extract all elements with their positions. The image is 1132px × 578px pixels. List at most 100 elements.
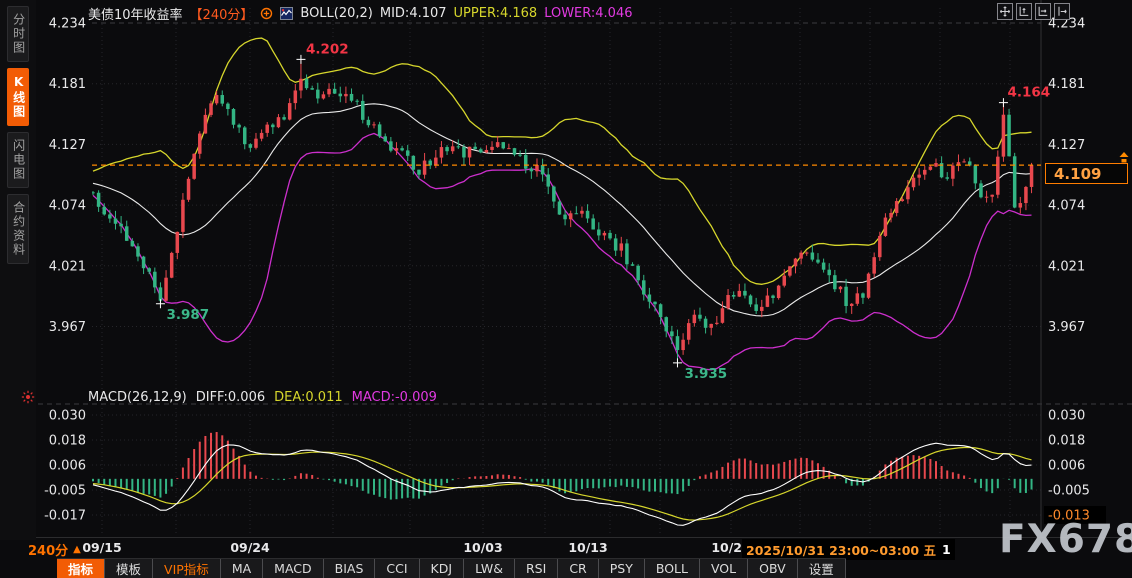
- price-tick-label: 4.181: [1048, 77, 1085, 92]
- current-price-box: 4.109: [1045, 163, 1128, 184]
- price-tick-label: 4.021: [1048, 259, 1085, 274]
- toolbar-item-9[interactable]: RSI: [515, 559, 559, 578]
- macd-current-value-box: [1044, 506, 1106, 524]
- macd-tick-label: 0.006: [1048, 459, 1085, 474]
- extreme-cross-marker: [155, 299, 165, 309]
- tooltip-datetime: 2025/10/31 23:00~03:00 五: [746, 543, 936, 558]
- chart-type-sidebar: 分时图 K线图闪电图合约资料: [0, 0, 36, 540]
- date-tick-label: 10/23: [711, 540, 751, 555]
- macd-diff-value: DIFF:0.006: [195, 390, 266, 405]
- bottom-toolbar: 指标 模板 VIP指标 MA MACD BIAS CCI KDJ LW& RSI CR PSY BOLL…: [0, 558, 1132, 578]
- date-tick-label: 09/24: [230, 540, 270, 555]
- sidebar-item-3[interactable]: 合约资料: [7, 194, 29, 264]
- macd-pane: [92, 432, 1033, 526]
- toolbar-item-14[interactable]: OBV: [748, 559, 798, 578]
- toolbar-item-3[interactable]: MA: [221, 559, 264, 578]
- toolbar-item-4[interactable]: MACD: [263, 559, 324, 578]
- boll-mid-value: MID:4.107: [379, 5, 447, 21]
- price-pane: [92, 37, 1034, 371]
- price-annotations: 3.987 4.202 3.935 4.164: [155, 41, 1050, 382]
- period-selector[interactable]: 240分 ▲: [28, 540, 81, 559]
- macd-tick-label: -0.005: [44, 484, 86, 499]
- price-tick-label: 4.127: [49, 138, 86, 153]
- price-tick-label: 4.234: [1048, 17, 1085, 32]
- macd-value: MACD:-0.009: [351, 390, 437, 405]
- period-label: 240分: [28, 544, 69, 559]
- extreme-price-label: 3.935: [684, 366, 727, 382]
- x-axis-scale-icon[interactable]: [1035, 3, 1051, 20]
- period-tag[interactable]: 【240分】: [189, 7, 254, 23]
- mini-chart-icon[interactable]: [280, 6, 294, 20]
- macd-header: MACD(26,12,9) DIFF:0.006 DEA:0.011 MACD:…: [88, 390, 437, 405]
- sidebar-item-1[interactable]: K线图: [7, 68, 29, 126]
- grid: [0, 0, 1132, 538]
- price-tick-label: 3.967: [49, 320, 86, 335]
- date-tick-label: 10/03: [463, 540, 503, 555]
- sidebar-item-0[interactable]: 分时图: [7, 6, 29, 62]
- chart-tool-icons: [997, 3, 1070, 20]
- macd-tick-label: -0.005: [1048, 484, 1090, 499]
- add-indicator-icon[interactable]: [260, 7, 273, 20]
- macd-current-value-label: -0.013: [1048, 509, 1090, 524]
- price-tick-label: 4.021: [49, 259, 86, 274]
- chart-canvas[interactable]: 3.987 4.202 3.935 4.164 4.234 4.234 4.181 4.181…: [0, 0, 1132, 538]
- instrument-title: 美债10年收益率: [88, 7, 183, 23]
- macd-diff-line: [92, 442, 1032, 526]
- toolbar-item-15[interactable]: 设置: [798, 559, 846, 578]
- extreme-price-label: 3.987: [166, 307, 209, 323]
- toolbar-item-8[interactable]: LW&: [464, 559, 515, 578]
- extreme-cross-marker: [296, 54, 306, 64]
- macd-tick-label: -0.017: [44, 509, 86, 524]
- price-tick-label: 4.127: [1048, 138, 1085, 153]
- toolbar-item-12[interactable]: BOLL: [645, 559, 700, 578]
- current-price-value: 4.109: [1054, 165, 1102, 183]
- toolbar-item-6[interactable]: CCI: [375, 559, 420, 578]
- macd-tick-label: 0.030: [1048, 409, 1085, 424]
- macd-tick-label: 0.030: [49, 409, 86, 424]
- toolbar-item-0[interactable]: 指标: [57, 559, 106, 578]
- axis-labels: 4.234 4.234 4.181 4.181 4.127 4.127 4.074 4.074…: [44, 17, 1106, 524]
- pan-tool-icon[interactable]: [997, 3, 1013, 20]
- extreme-cross-marker: [672, 358, 682, 368]
- y-axis-scale-icon[interactable]: [1016, 3, 1032, 20]
- bollinger-upper-band: [92, 37, 1032, 285]
- boll-lower-value: LOWER:4.046: [544, 5, 633, 21]
- toolbar-item-11[interactable]: PSY: [599, 559, 645, 578]
- bollinger-middle-band: [92, 103, 1032, 317]
- macd-params-label: MACD(26,12,9): [88, 390, 187, 405]
- toolbar-item-2[interactable]: VIP指标: [153, 559, 221, 578]
- macd-dea-line: [92, 446, 1032, 521]
- toolbar-item-1[interactable]: 模板: [105, 559, 154, 578]
- extreme-cross-marker: [998, 98, 1008, 108]
- extreme-price-label: 4.164: [1007, 85, 1050, 101]
- toolbar-item-10[interactable]: CR: [558, 559, 599, 578]
- price-tick-label: 4.074: [1048, 199, 1085, 214]
- macd-tick-label: 0.006: [49, 459, 86, 474]
- macd-dea-value: DEA:0.011: [274, 390, 343, 405]
- price-tick-label: 4.234: [49, 17, 86, 32]
- toolbar-item-5[interactable]: BIAS: [324, 559, 376, 578]
- jump-to-latest-icon[interactable]: [1054, 3, 1070, 20]
- indicator-settings-icon[interactable]: [21, 389, 35, 408]
- date-tick-label: 10/13: [568, 540, 608, 555]
- toolbar-item-13[interactable]: VOL: [700, 559, 749, 578]
- price-tick-label: 4.074: [49, 199, 86, 214]
- bollinger-lower-band: [92, 132, 1032, 371]
- crosshair-date-tooltip: 2025/10/31 23:00~03:00 五 1: [742, 539, 955, 560]
- macd-tick-label: 0.018: [1048, 434, 1085, 449]
- sidebar-item-2[interactable]: 闪电图: [7, 132, 29, 188]
- triangle-up-icon: ▲: [73, 544, 81, 555]
- date-tick-label: 09/15: [82, 540, 122, 555]
- toolbar-item-7[interactable]: KDJ: [420, 559, 465, 578]
- price-tick-label: 4.181: [49, 77, 86, 92]
- tooltip-trailing: 1: [941, 542, 951, 557]
- price-tick-label: 3.967: [1048, 320, 1085, 335]
- boll-upper-value: UPPER:4.168: [453, 5, 538, 21]
- macd-tick-label: 0.018: [49, 434, 86, 449]
- boll-label: BOLL(20,2): [300, 5, 373, 21]
- time-axis: 240分 ▲ 09/15 09/24 10/03 10/13 10/23 2025/10…: [0, 538, 1132, 560]
- watermark: FX678: [999, 517, 1132, 562]
- macd-histogram: [92, 432, 1033, 500]
- chart-header: 美债10年收益率 【240分】 BOLL(20,2) MID:4.107 UPP…: [88, 5, 633, 23]
